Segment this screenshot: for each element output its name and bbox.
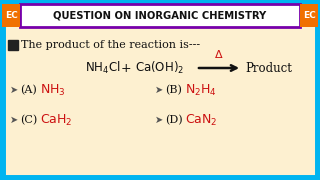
Text: (D): (D) xyxy=(165,115,183,125)
Text: ➤: ➤ xyxy=(10,85,18,95)
FancyBboxPatch shape xyxy=(20,4,300,27)
FancyBboxPatch shape xyxy=(2,4,20,27)
Text: (C): (C) xyxy=(20,115,37,125)
Text: $\mathregular{N_2H_4}$: $\mathregular{N_2H_4}$ xyxy=(185,82,217,98)
Text: Product: Product xyxy=(245,62,292,75)
Text: EC: EC xyxy=(303,11,316,20)
Text: $\mathregular{NH_4Cl}$: $\mathregular{NH_4Cl}$ xyxy=(85,60,121,76)
Text: ➤: ➤ xyxy=(155,85,163,95)
Text: (B): (B) xyxy=(165,85,182,95)
Text: $\mathregular{NH_3}$: $\mathregular{NH_3}$ xyxy=(40,82,66,98)
Text: ➤: ➤ xyxy=(155,115,163,125)
FancyBboxPatch shape xyxy=(2,2,318,178)
Text: EC: EC xyxy=(4,11,17,20)
Text: ➤: ➤ xyxy=(10,115,18,125)
Text: $\mathregular{CaH_2}$: $\mathregular{CaH_2}$ xyxy=(40,112,73,128)
Text: QUESTION ON INORGANIC CHEMISTRY: QUESTION ON INORGANIC CHEMISTRY xyxy=(53,10,267,21)
Text: $\mathregular{Ca(OH)_2}$: $\mathregular{Ca(OH)_2}$ xyxy=(135,60,184,76)
Text: $\mathregular{CaN_2}$: $\mathregular{CaN_2}$ xyxy=(185,112,218,128)
Text: $+$: $+$ xyxy=(120,62,132,75)
Text: $\Delta$: $\Delta$ xyxy=(214,48,224,60)
FancyBboxPatch shape xyxy=(300,4,318,27)
Text: The product of the reaction is---: The product of the reaction is--- xyxy=(21,40,200,50)
FancyBboxPatch shape xyxy=(8,40,18,50)
Text: (A): (A) xyxy=(20,85,37,95)
